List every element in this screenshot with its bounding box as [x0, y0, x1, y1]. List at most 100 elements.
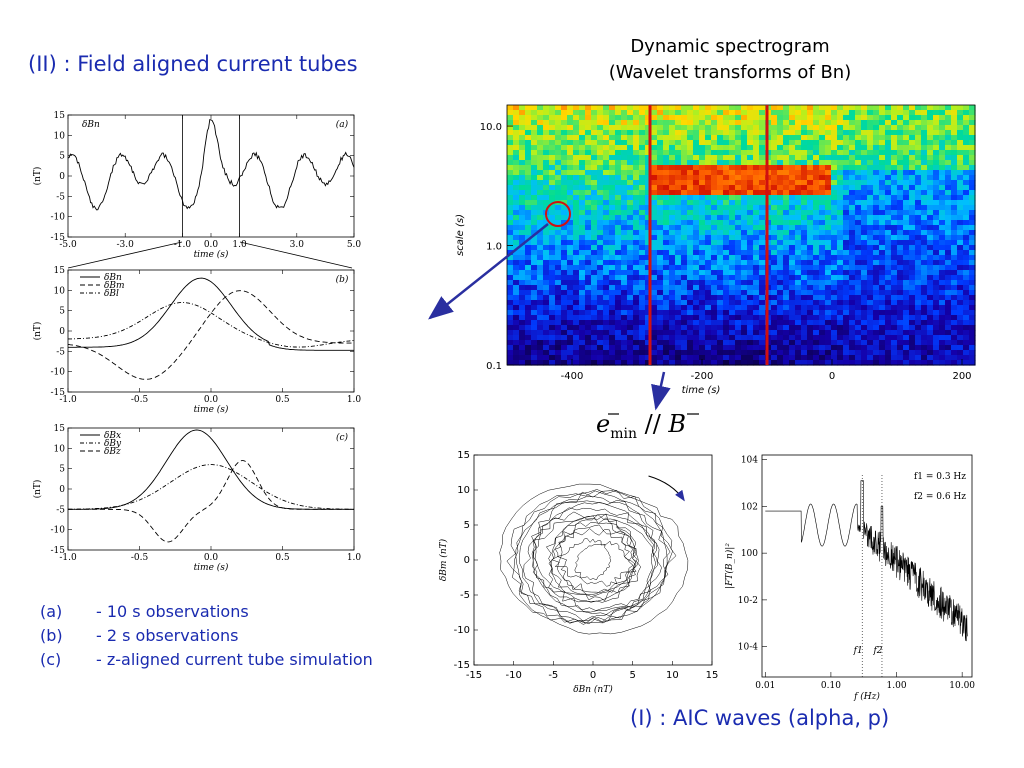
- heatmap-cell: [543, 270, 550, 276]
- heatmap-cell: [759, 360, 766, 366]
- zoom-connector-left: [67, 241, 183, 269]
- heatmap-cell: [543, 335, 550, 341]
- heatmap-cell: [969, 150, 976, 156]
- heatmap-cell: [693, 345, 700, 351]
- heatmap-cell: [939, 190, 946, 196]
- heatmap-cell: [789, 200, 796, 206]
- heatmap-cell: [639, 265, 646, 271]
- heatmap-cell: [819, 205, 826, 211]
- heatmap-cell: [903, 295, 910, 301]
- heatmap-cell: [693, 240, 700, 246]
- heatmap-cell: [675, 315, 682, 321]
- heatmap-cell: [723, 190, 730, 196]
- heatmap-cell: [513, 130, 520, 136]
- heatmap-cell: [549, 295, 556, 301]
- heatmap-cell: [825, 290, 832, 296]
- heatmap-cell: [543, 265, 550, 271]
- heatmap-cell: [927, 280, 934, 286]
- heatmap-cell: [801, 260, 808, 266]
- heatmap-cell: [813, 170, 820, 176]
- x-tick-label: 5.0: [347, 240, 362, 250]
- heatmap-cell: [579, 265, 586, 271]
- heatmap-cell: [771, 165, 778, 171]
- heatmap-cell: [735, 195, 742, 201]
- heatmap-cell: [963, 290, 970, 296]
- heatmap-cell: [855, 195, 862, 201]
- heatmap-cell: [867, 265, 874, 271]
- heatmap-cell: [909, 300, 916, 306]
- heatmap-cell: [627, 205, 634, 211]
- heatmap-cell: [549, 195, 556, 201]
- heatmap-cell: [819, 210, 826, 216]
- heatmap-cell: [627, 235, 634, 241]
- heatmap-cell: [525, 320, 532, 326]
- heatmap-cell: [741, 235, 748, 241]
- heatmap-cell: [909, 155, 916, 161]
- heatmap-cell: [519, 345, 526, 351]
- heatmap-cell: [807, 130, 814, 136]
- heatmap-cell: [963, 105, 970, 111]
- heatmap-cell: [849, 135, 856, 141]
- heatmap-cell: [723, 235, 730, 241]
- heatmap-cell: [951, 320, 958, 326]
- heatmap-cell: [831, 120, 838, 126]
- heatmap-cell: [663, 205, 670, 211]
- heatmap-cell: [861, 280, 868, 286]
- heatmap-cell: [939, 185, 946, 191]
- x-tick-label: 1.0: [347, 553, 362, 563]
- heatmap-cell: [879, 195, 886, 201]
- heatmap-cell: [945, 130, 952, 136]
- x-tick-label: -1.0: [59, 553, 77, 563]
- heatmap-cell: [915, 300, 922, 306]
- heatmap-cell: [933, 265, 940, 271]
- heatmap-cell: [963, 300, 970, 306]
- heatmap-cell: [525, 145, 532, 151]
- heatmap-cell: [645, 175, 652, 181]
- heatmap-cell: [693, 305, 700, 311]
- heatmap-cell: [825, 230, 832, 236]
- heatmap-cell: [759, 150, 766, 156]
- heatmap-cell: [579, 245, 586, 251]
- heatmap-cell: [903, 250, 910, 256]
- heatmap-cell: [807, 350, 814, 356]
- heatmap-cell: [933, 290, 940, 296]
- heatmap-cell: [675, 155, 682, 161]
- heatmap-cell: [885, 340, 892, 346]
- heatmap-cell: [537, 235, 544, 241]
- heatmap-cell: [585, 185, 592, 191]
- heatmap-cell: [717, 185, 724, 191]
- heatmap-cell: [741, 165, 748, 171]
- heatmap-cell: [591, 225, 598, 231]
- heatmap-cell: [549, 250, 556, 256]
- heatmap-cell: [585, 200, 592, 206]
- y-tick-label: -5: [56, 505, 65, 515]
- heatmap-cell: [777, 250, 784, 256]
- heatmap-cell: [783, 210, 790, 216]
- heatmap-cell: [795, 240, 802, 246]
- heatmap-cell: [669, 350, 676, 356]
- heatmap-cell: [555, 220, 562, 226]
- heatmap-cell: [837, 185, 844, 191]
- heatmap-cell: [969, 340, 976, 346]
- heatmap-cell: [909, 105, 916, 111]
- heatmap-cell: [903, 195, 910, 201]
- heatmap-cell: [561, 160, 568, 166]
- heatmap-cell: [873, 255, 880, 261]
- heatmap-cell: [585, 270, 592, 276]
- heatmap-cell: [687, 195, 694, 201]
- heatmap-cell: [927, 175, 934, 181]
- heatmap-cell: [759, 345, 766, 351]
- heatmap-cell: [963, 160, 970, 166]
- heatmap-cell: [579, 125, 586, 131]
- heatmap-cell: [855, 180, 862, 186]
- heatmap-cell: [777, 235, 784, 241]
- x-tick-label: -400: [561, 371, 584, 382]
- heatmap-cell: [531, 135, 538, 141]
- heatmap-cell: [639, 255, 646, 261]
- heatmap-cell: [513, 290, 520, 296]
- heatmap-cell: [861, 170, 868, 176]
- heatmap-cell: [621, 190, 628, 196]
- heatmap-cell: [591, 310, 598, 316]
- heatmap-cell: [507, 300, 514, 306]
- heatmap-cell: [867, 250, 874, 256]
